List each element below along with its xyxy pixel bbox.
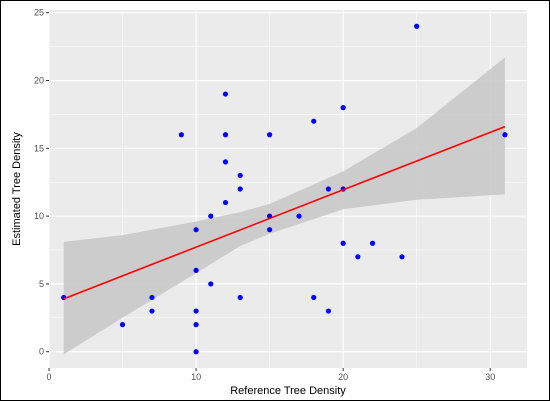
data-point — [369, 240, 376, 246]
data-point — [193, 227, 199, 233]
y-tick-label: 15 — [34, 143, 44, 153]
data-point — [237, 186, 243, 192]
data-point — [149, 294, 155, 301]
data-point — [355, 254, 361, 260]
y-axis-ticks: 0 5 10 15 20 25 — [34, 8, 49, 357]
data-point — [208, 213, 214, 219]
data-point — [149, 308, 155, 314]
data-points — [61, 23, 508, 355]
x-axis-title: Reference Tree Density — [230, 385, 346, 397]
data-point — [178, 132, 184, 138]
data-point — [325, 186, 332, 192]
y-axis-title: Estimated Tree Density — [11, 132, 23, 246]
y-tick-label: 0 — [39, 347, 44, 357]
data-point — [193, 349, 199, 355]
data-point — [237, 294, 243, 301]
data-point — [193, 322, 199, 328]
fit-line — [63, 125, 506, 300]
data-point — [267, 227, 273, 233]
data-point — [296, 213, 302, 219]
y-tick-label: 5 — [39, 279, 44, 289]
x-tick-label: 30 — [485, 372, 495, 382]
x-tick-label: 20 — [338, 372, 348, 382]
data-point — [340, 240, 346, 246]
y-tick-label: 10 — [34, 211, 44, 221]
data-point — [193, 308, 199, 314]
x-tick-label: 0 — [46, 372, 51, 382]
data-point — [311, 294, 317, 301]
data-point — [399, 254, 405, 260]
data-point — [311, 118, 317, 124]
data-point — [222, 159, 229, 165]
data-point — [222, 132, 229, 138]
y-tick-label: 25 — [34, 8, 44, 18]
data-point — [502, 132, 508, 138]
x-tick-label: 10 — [191, 372, 201, 382]
data-point — [237, 172, 243, 179]
data-point — [193, 267, 199, 273]
data-point — [340, 105, 346, 111]
y-tick-label: 20 — [34, 76, 44, 86]
data-point — [414, 23, 420, 29]
data-point — [208, 281, 214, 287]
data-point — [222, 199, 229, 206]
data-point — [325, 308, 332, 314]
x-axis-ticks: 0 10 20 30 — [46, 368, 495, 382]
data-point — [222, 91, 229, 97]
data-point — [119, 322, 126, 328]
confidence-band — [63, 57, 505, 355]
data-point — [267, 132, 273, 138]
